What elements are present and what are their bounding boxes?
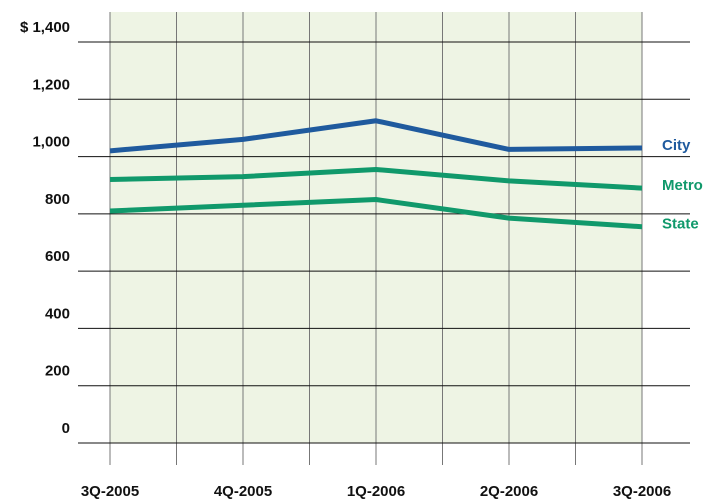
y-tick-label: 400 [45,305,70,322]
x-tick-label: 3Q-2006 [613,483,671,500]
x-tick-label: 1Q-2006 [347,483,405,500]
series-line [109,197,643,230]
y-tick-label: 1,000 [32,134,70,151]
series-line [109,118,643,154]
y-tick-label: 600 [45,248,70,265]
y-tick-label: 800 [45,191,70,208]
series-line [109,166,643,191]
series-label: City [662,137,691,154]
y-tick-label: 0 [62,420,70,437]
x-tick-label: 4Q-2005 [214,483,272,500]
y-tick-label: 200 [45,363,70,380]
y-tick-label: $ 1,400 [20,19,70,36]
series-label: Metro [662,177,703,194]
x-tick-label: 3Q-2005 [81,483,139,500]
series-label: State [662,216,699,233]
x-tick-label: 2Q-2006 [480,483,538,500]
y-tick-label: 1,200 [32,76,70,93]
